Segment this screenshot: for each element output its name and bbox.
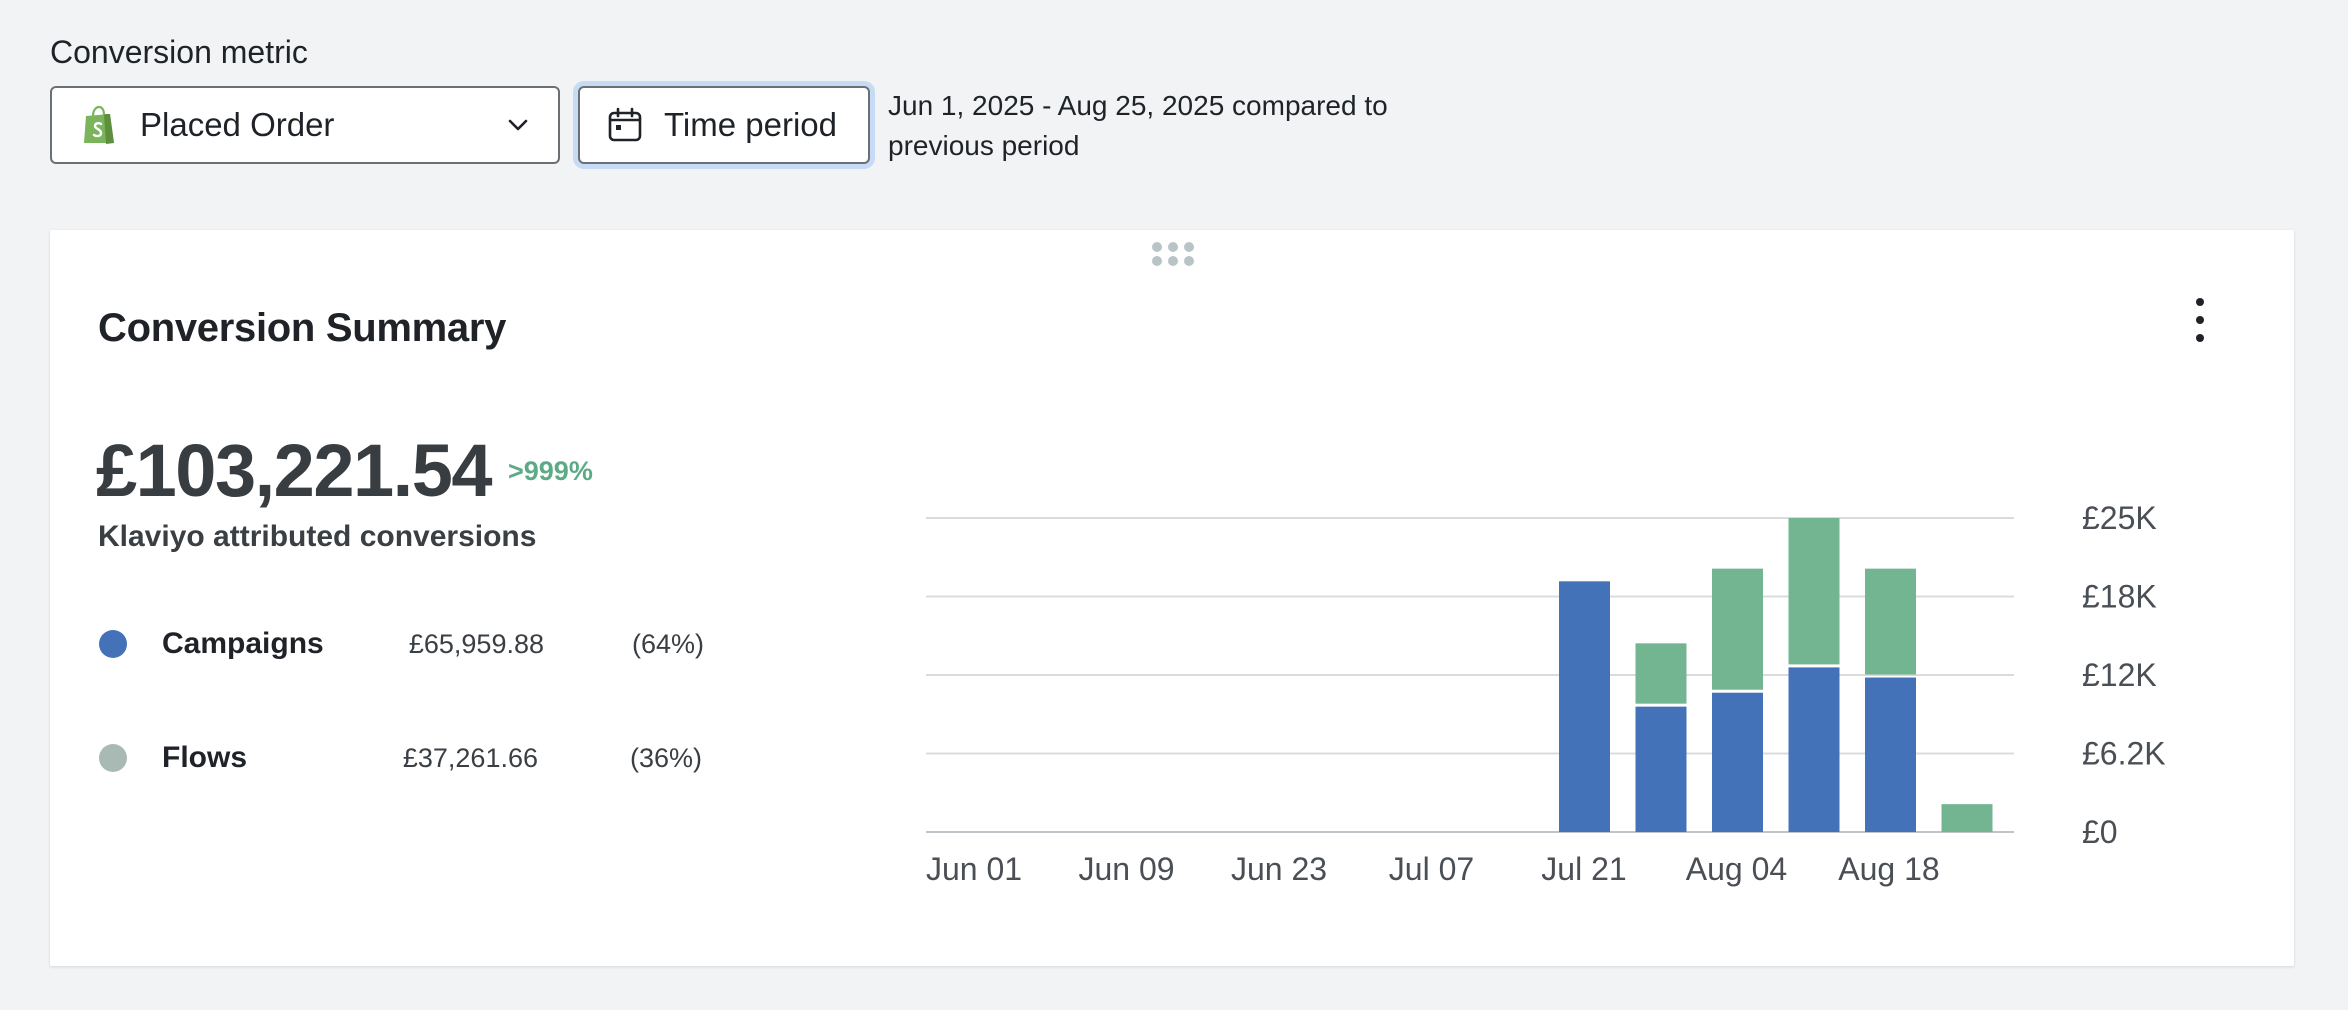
total-conversion-value: £103,221.54 [96, 429, 493, 512]
time-period-button[interactable]: Time period [578, 86, 870, 164]
x-tick-label: Jun 01 [926, 851, 1022, 887]
calendar-icon [606, 106, 644, 144]
x-tick-label: Jul 07 [1389, 851, 1474, 887]
card-title: Conversion Summary [98, 306, 507, 350]
bar-flows [1712, 568, 1763, 690]
y-tick-label: £18K [2082, 579, 2157, 615]
bar-campaigns [1865, 677, 1916, 832]
more-vertical-icon[interactable] [2190, 298, 2210, 342]
legend-name: Campaigns [162, 627, 324, 660]
selected-metric: Placed Order [140, 106, 335, 143]
bar-flows [1941, 804, 1993, 832]
y-tick-label: £25K [2082, 500, 2157, 536]
y-tick-label: £12K [2082, 657, 2157, 693]
change-badge: >999% [508, 456, 593, 486]
bar-campaigns [1635, 706, 1687, 832]
conversion-chart: £0 £6.2K £12K £18K £25K Jun 01 Jun 09 Jun 23 Jul… [926, 500, 2166, 887]
flows-dot [99, 744, 127, 772]
date-range-text: Jun 1, 2025 - Aug 25, 2025 compared to p… [888, 90, 1388, 161]
x-tick-label: Jul 21 [1541, 851, 1626, 887]
legend-amount: £37,261.66 [402, 742, 538, 773]
bar-flows [1865, 568, 1916, 675]
legend-pct: (64%) [632, 628, 705, 659]
total-subtitle: Klaviyo attributed conversions [98, 520, 537, 553]
drag-handle-icon[interactable] [1152, 242, 1196, 270]
legend-name: Flows [162, 741, 248, 774]
conversion-metric-label: Conversion metric [50, 34, 308, 70]
bar-campaigns [1559, 581, 1610, 832]
bar-campaigns [1788, 667, 1840, 832]
y-tick-label: £0 [2082, 814, 2118, 850]
campaigns-dot [99, 630, 127, 658]
x-tick-label: Aug 18 [1838, 851, 1939, 887]
x-tick-label: Jun 09 [1078, 851, 1174, 887]
legend-row-campaigns: Campaigns £65,959.88 (64%) [98, 624, 738, 664]
shopify-bag-icon [80, 105, 118, 145]
bar-campaigns [1712, 692, 1763, 832]
x-tick-label: Jun 23 [1231, 851, 1327, 887]
chevron-down-icon [504, 111, 532, 139]
x-tick-label: Aug 04 [1686, 851, 1787, 887]
bar-flows [1788, 518, 1840, 665]
y-tick-label: £6.2K [2082, 736, 2166, 772]
conversion-summary-card: Conversion Summary £103,221.54 >999% Kla… [50, 230, 2294, 966]
conversion-metric-dropdown[interactable]: Placed Order [50, 86, 560, 164]
legend-amount: £65,959.88 [408, 628, 544, 659]
time-period-label: Time period [664, 106, 838, 143]
bar-flows [1635, 643, 1687, 704]
legend-pct: (36%) [630, 742, 703, 773]
legend-row-flows: Flows £37,261.66 (36%) [98, 738, 738, 778]
